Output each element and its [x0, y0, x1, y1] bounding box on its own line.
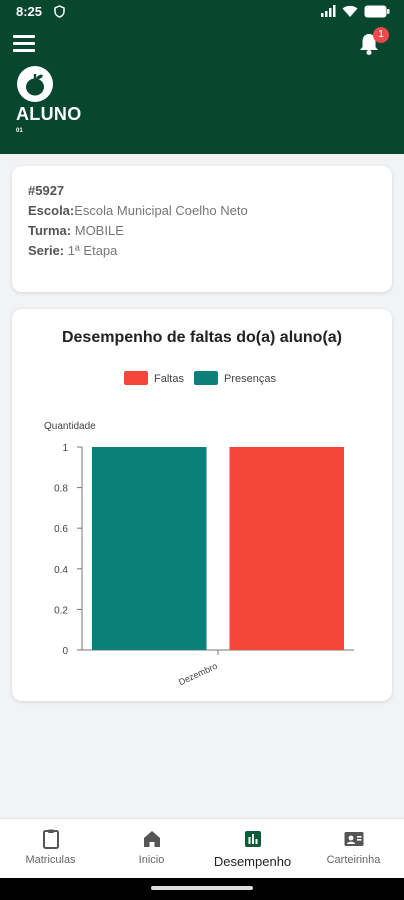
absence-chart-card: Desempenho de faltas do(a) aluno(a) Falta… [12, 309, 392, 701]
legend-label: Faltas [154, 373, 184, 385]
y-tick-label: 0.8 [54, 484, 68, 495]
class-value: MOBILE [74, 223, 124, 238]
nav-item-desempenho[interactable]: Desempenho [202, 819, 303, 878]
home-gesture-pill[interactable] [151, 886, 253, 890]
school-label: Escola: [28, 203, 75, 218]
y-axis-label: Quantidade [44, 421, 96, 432]
grade-value: 1ª Etapa [67, 243, 118, 258]
absence-chart: Desempenho de faltas do(a) aluno(a) Falta… [44, 329, 354, 688]
wifi-icon [342, 5, 358, 23]
y-tick-label: 0 [62, 646, 68, 657]
shield-icon [54, 5, 65, 23]
page-title: ALUNO [16, 104, 82, 124]
class-row: Turma: MOBILE [28, 223, 376, 239]
status-time: 8:25 [16, 4, 43, 19]
signal-icon [320, 5, 336, 23]
nav-label: Matriculas [25, 854, 76, 866]
grade-row: Serie: 1ª Etapa [28, 243, 376, 259]
legend-label: Presenças [224, 373, 276, 385]
x-tick-label: Dezembro [177, 661, 219, 688]
nav-item-inicio[interactable]: Inicio [101, 819, 202, 878]
notification-badge: 1 [373, 27, 389, 43]
nav-label: Desempenho [213, 854, 292, 869]
legend-swatch [124, 371, 148, 385]
battery-icon [364, 5, 390, 23]
nav-label: Inicio [138, 854, 165, 866]
menu-icon[interactable] [13, 35, 35, 53]
chart-title: Desempenho de faltas do(a) aluno(a) [62, 329, 342, 346]
home-icon [143, 831, 160, 847]
student-id: #5927 [28, 183, 65, 198]
chart-icon [244, 831, 261, 847]
app-logo [17, 66, 53, 102]
class-label: Turma: [28, 223, 72, 238]
y-tick-label: 1 [62, 443, 68, 454]
app-header: 1 ALUNO 01 [0, 24, 404, 154]
nav-label: Carteirinha [326, 854, 381, 866]
notification-bell-icon[interactable]: 1 [358, 27, 389, 56]
school-row: Escola:Escola Municipal Coelho Neto [28, 203, 376, 219]
status-bar: 8:25 [0, 0, 404, 24]
system-navigation-bar [0, 878, 404, 900]
nav-item-matriculas[interactable]: Matriculas [0, 819, 101, 878]
nav-item-carteirinha[interactable]: Carteirinha [303, 819, 404, 878]
page-subtitle: 01 [16, 128, 23, 134]
bottom-navigation: Matriculas Inicio Desempenho Carteirinha [0, 818, 404, 878]
bar-presenas [92, 447, 207, 650]
clipboard-icon [42, 829, 59, 849]
id-card-icon [344, 832, 363, 846]
y-tick-label: 0.2 [54, 605, 68, 616]
y-tick-label: 0.6 [54, 524, 68, 535]
student-info-card: #5927 Escola:Escola Municipal Coelho Net… [12, 166, 392, 292]
legend-swatch [193, 371, 218, 385]
school-value: Escola Municipal Coelho Neto [74, 203, 248, 218]
bar-faltas [229, 447, 344, 650]
grade-label: Serie: [28, 243, 65, 258]
y-tick-label: 0.4 [54, 565, 68, 576]
